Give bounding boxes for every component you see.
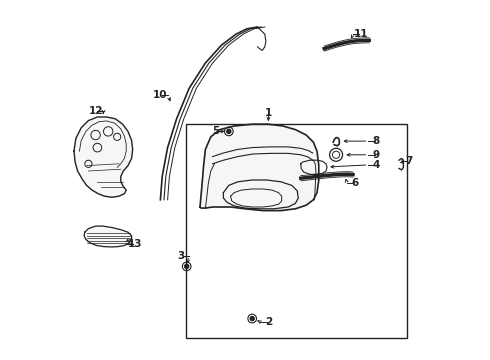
Text: 9: 9: [373, 150, 380, 160]
Text: 6: 6: [351, 178, 358, 188]
Polygon shape: [74, 117, 133, 197]
Polygon shape: [200, 124, 319, 211]
Circle shape: [227, 129, 231, 134]
Text: 13: 13: [128, 239, 143, 249]
Circle shape: [185, 264, 189, 269]
Text: 1: 1: [265, 108, 272, 118]
Text: 5: 5: [212, 126, 219, 136]
Text: 11: 11: [354, 29, 368, 39]
Text: 12: 12: [88, 106, 103, 116]
Bar: [186, 124, 407, 338]
Text: 2: 2: [265, 317, 272, 327]
Text: 4: 4: [373, 160, 380, 170]
Circle shape: [250, 316, 254, 321]
Text: 3: 3: [177, 251, 185, 261]
Text: 7: 7: [405, 156, 413, 166]
Text: 8: 8: [373, 136, 380, 146]
Text: 10: 10: [153, 90, 168, 100]
Polygon shape: [84, 226, 132, 247]
